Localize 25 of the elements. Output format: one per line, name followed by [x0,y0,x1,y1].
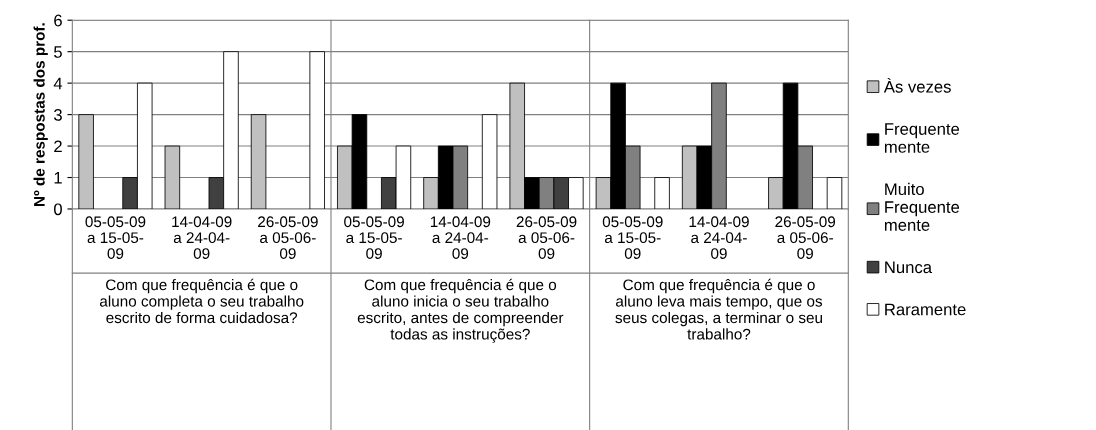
y-tick-label: 3 [53,109,62,121]
text: Com que frequência é que o aluno inicia o seu trabalho escrito, antes de compreender todas as instruções? [357,278,564,343]
y-tick-label: 2 [54,140,62,153]
x-tick-label: 26-05-09 a 05-06- 09 [775,216,836,259]
legend-label: Nunca [885,261,933,274]
legend-label: Raramente [885,303,966,316]
x-tick-label: 14-04-09 a 24-04- 09 [689,216,749,259]
x-tick-label: 05-05-09 a 15-05- 09 [344,216,404,259]
y-tick-label: 5 [54,46,62,58]
x-tick-label: 26-05-09 a 05-06- 09 [516,216,577,259]
y-axis-title: Nº de respostas dos prof. [33,23,48,206]
x-tick-label: 14-04-09 a 24-04- 09 [430,216,491,259]
text: Com que frequência é que o aluno completa o seu trabalho escrito de forma cuidadosa? [99,278,304,324]
legend-label: Muito Frequente mente [884,182,960,231]
text: Com que frequência é que o aluno leva mais tempo, que os seus colegas, a terminar o seu trabalho? [615,278,823,340]
x-tick-label: 14-04-09 a 24-04- 09 [172,216,232,259]
y-tick-label: 0 [54,203,62,216]
y-tick-label: 4 [53,77,63,90]
legend-label: Frequente mente [884,123,960,153]
legend-label: Às vezes [883,78,951,93]
x-tick-label: 05-05-09 a 15-05- 09 [602,216,663,259]
x-tick-label: 26-05-09 a 05-06- 09 [258,216,318,259]
y-tick-label: 1 [54,172,62,184]
y-tick-label: 6 [54,14,62,27]
x-tick-label: 05-05-09 a 15-05- 09 [85,216,146,259]
